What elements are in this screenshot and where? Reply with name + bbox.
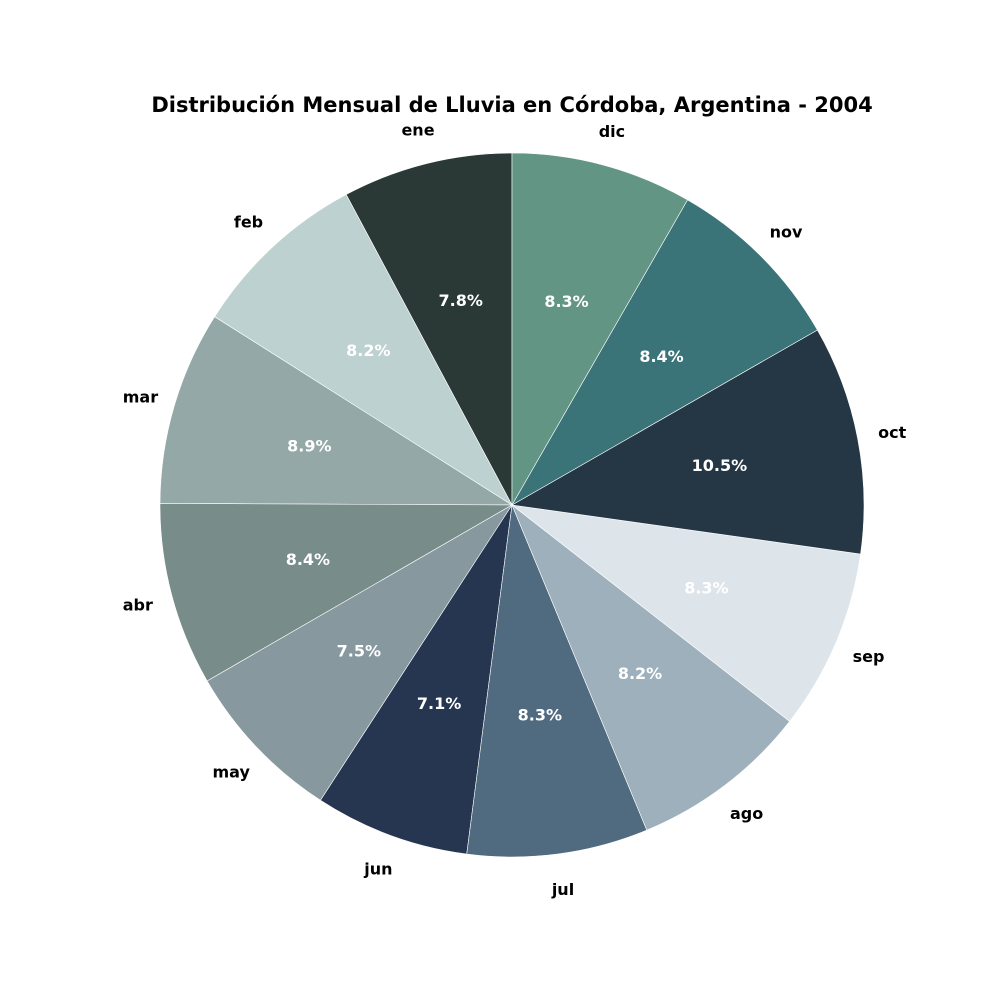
pie-slice-ene [345, 152, 513, 506]
month-label-sep: sep [853, 647, 885, 666]
pie-slice-ago [511, 504, 791, 831]
percent-label-ene: 7.8% [439, 291, 483, 310]
percent-label-abr: 8.4% [286, 550, 330, 569]
percent-label-nov: 8.4% [639, 347, 683, 366]
pie-slice-oct [511, 329, 865, 555]
percent-label-sep: 8.3% [684, 578, 728, 597]
month-labels-layer: ene feb mar abr may jun jul ago sep oct nov dic [123, 120, 907, 898]
pie-slice-jul [466, 503, 648, 858]
month-label-abr: abr [123, 595, 153, 614]
pie-slice-feb [214, 194, 513, 506]
percent-label-jun: 7.1% [417, 694, 461, 713]
pie-slice-mar [159, 316, 514, 506]
percent-label-feb: 8.2% [346, 341, 390, 360]
month-label-dic: dic [599, 122, 625, 141]
pie-slice-sep [510, 504, 861, 722]
percent-labels-layer: 7.8% 8.2% 8.9% 8.4% 7.5% 7.1% 8.3% 8.2% 8.3% 10.5… [286, 291, 747, 724]
percent-label-oct: 10.5% [692, 456, 748, 475]
percent-label-dic: 8.3% [544, 292, 588, 311]
month-label-ene: ene [401, 120, 434, 139]
month-label-may: may [212, 763, 250, 782]
pie-slice-abr [159, 503, 514, 682]
pie-slice-jun [320, 504, 513, 855]
percent-label-ago: 8.2% [618, 664, 662, 683]
month-label-ago: ago [730, 804, 763, 823]
chart-title: Distribución Mensual de Lluvia en Córdob… [151, 93, 872, 117]
percent-label-mar: 8.9% [287, 437, 331, 456]
month-label-mar: mar [123, 387, 158, 406]
pie-slice-dic [511, 152, 688, 507]
percent-label-jul: 8.3% [518, 705, 562, 724]
pie-slice-nov [511, 199, 818, 506]
pie-slice-may [206, 504, 513, 801]
slices-layer [159, 152, 865, 858]
month-label-jun: jun [363, 859, 392, 878]
month-label-nov: nov [770, 222, 803, 241]
month-label-feb: feb [234, 212, 263, 231]
month-label-oct: oct [878, 423, 906, 442]
percent-label-may: 7.5% [337, 641, 381, 660]
month-label-jul: jul [551, 880, 574, 899]
